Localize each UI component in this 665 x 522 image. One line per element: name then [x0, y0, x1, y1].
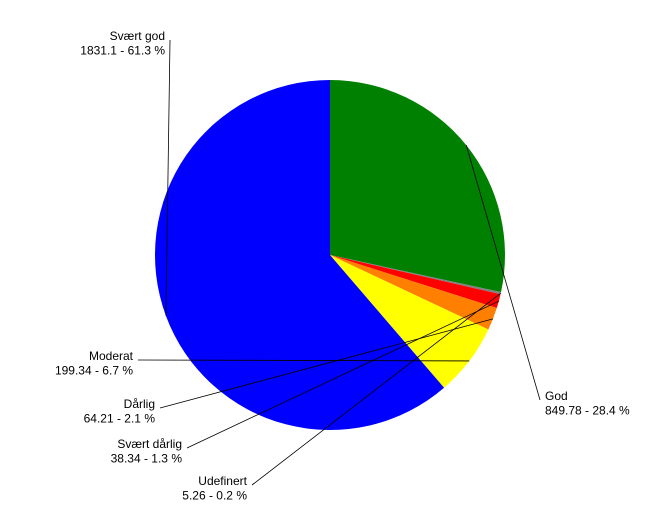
label-god: God849.78 - 28.4 % [545, 389, 630, 417]
pie-chart: God849.78 - 28.4 % Udefinert5.26 - 0.2 % S… [0, 0, 665, 522]
pie-slices [155, 80, 505, 430]
label-moderat: Moderat199.34 - 6.7 % [55, 349, 134, 377]
slice-god [330, 80, 505, 292]
label-dårlig: Dårlig64.21 - 2.1 % [84, 397, 156, 425]
label-svært-god: Svært god1831.1 - 61.3 % [80, 29, 165, 57]
label-svært-dårlig: Svært dårlig38.34 - 1.3 % [111, 437, 183, 465]
label-udefinert: Udefinert5.26 - 0.2 % [182, 474, 247, 502]
